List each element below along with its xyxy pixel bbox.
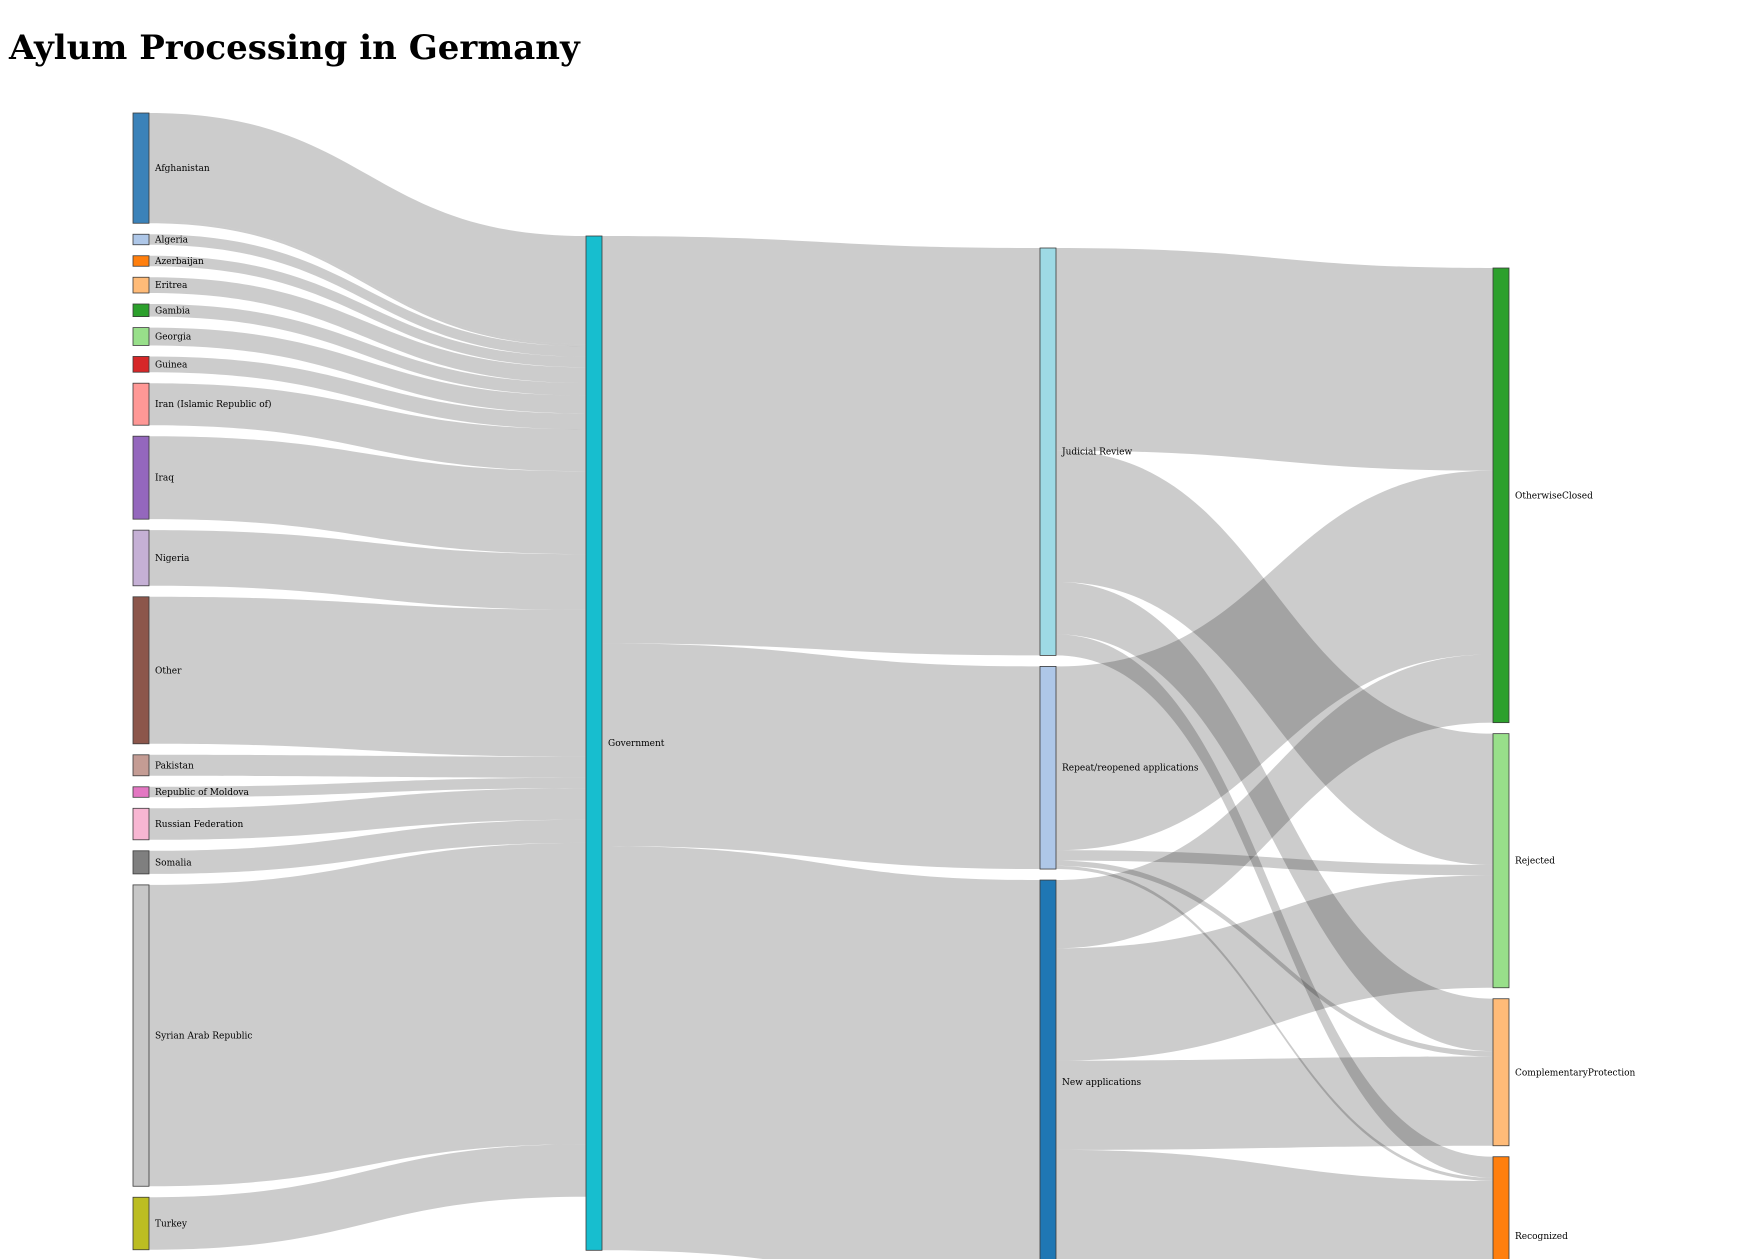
node-label-azerbaijan: Azerbaijan (154, 257, 204, 267)
node-guinea[interactable] (132, 356, 150, 373)
node-label-syrian-arab-republic: Syrian Arab Republic (155, 1032, 252, 1042)
node-eritrea[interactable] (132, 276, 150, 294)
node-label-iraq: Iraq (155, 474, 174, 484)
node-label-complementaryprotection: ComplementaryProtection (1515, 1068, 1636, 1078)
node-label-pakistan: Pakistan (155, 761, 194, 771)
link-algeria-to-government[interactable] (149, 234, 586, 357)
node-rejected[interactable] (1492, 733, 1510, 989)
link-turkey-to-government[interactable] (149, 1144, 586, 1250)
link-afghanistan-to-government[interactable] (149, 113, 586, 345)
nodes-layer (132, 112, 1510, 1259)
link-nigeria-to-government[interactable] (149, 530, 586, 610)
link-repeat-reopened-applications-to-recognized[interactable] (1056, 865, 1493, 1181)
node-judicial-review[interactable] (1039, 247, 1057, 656)
node-label-turkey: Turkey (155, 1220, 188, 1230)
link-repeat-reopened-applications-to-otherwiseclosed[interactable] (1056, 470, 1493, 851)
node-label-nigeria: Nigeria (155, 554, 190, 564)
node-label-somalia: Somalia (155, 858, 192, 868)
node-repeat-reopened-applications[interactable] (1039, 666, 1057, 870)
link-afghanistan-to-government[interactable] (149, 221, 586, 347)
link-judicial-review-to-otherwiseclosed[interactable] (1056, 248, 1493, 471)
node-iraq[interactable] (132, 435, 150, 520)
node-afghanistan[interactable] (132, 112, 150, 224)
node-republic-of-moldova[interactable] (132, 786, 150, 798)
node-syrian-arab-republic[interactable] (132, 884, 150, 1187)
link-pakistan-to-government[interactable] (149, 754, 586, 778)
node-label-afghanistan: Afghanistan (154, 164, 210, 174)
node-pakistan[interactable] (132, 754, 150, 777)
link-republic-of-moldova-to-government[interactable] (149, 777, 586, 798)
node-label-recognized: Recognized (1515, 1232, 1568, 1242)
node-label-rejected: Rejected (1515, 857, 1555, 867)
node-label-russian-federation: Russian Federation (155, 820, 243, 830)
node-label-algeria: Algeria (154, 236, 189, 246)
link-judicial-review-to-rejected[interactable] (1056, 450, 1493, 865)
link-syrian-arab-republic-to-government[interactable] (149, 842, 586, 1187)
node-label-government: Government (608, 739, 665, 749)
node-label-otherwiseclosed: OtherwiseClosed (1515, 491, 1593, 501)
link-government-to-judicial-review[interactable] (602, 236, 1040, 656)
link-azerbaijan-to-government[interactable] (149, 255, 586, 368)
node-azerbaijan[interactable] (132, 255, 150, 267)
chart-title: Aylum Processing in Germany (9, 28, 580, 68)
node-label-iran-islamic-republic-of: Iran (Islamic Republic of) (155, 399, 271, 410)
link-new-applications-to-recognized[interactable] (1056, 1149, 1493, 1259)
node-label-georgia: Georgia (155, 333, 192, 343)
node-iran-islamic-republic-of[interactable] (132, 382, 150, 426)
link-iraq-to-government[interactable] (149, 436, 586, 555)
link-new-applications-to-otherwiseclosed[interactable] (1056, 654, 1493, 949)
links-layer (149, 113, 1493, 1259)
node-otherwiseclosed[interactable] (1492, 267, 1510, 724)
node-label-eritrea: Eritrea (155, 281, 188, 291)
node-label-judicial-review: Judicial Review (1061, 448, 1132, 458)
link-russian-federation-to-government[interactable] (149, 788, 586, 840)
link-new-applications-to-rejected[interactable] (1056, 875, 1493, 1061)
link-judicial-review-to-complementaryprotection[interactable] (1056, 581, 1493, 1052)
link-other-to-government[interactable] (149, 596, 586, 757)
node-label-gambia: Gambia (155, 306, 191, 316)
node-label-republic-of-moldova: Republic of Moldova (155, 788, 249, 798)
node-somalia[interactable] (132, 850, 150, 875)
link-eritrea-to-government[interactable] (149, 277, 586, 383)
node-new-applications[interactable] (1039, 879, 1057, 1259)
link-georgia-to-government[interactable] (149, 327, 586, 414)
link-iran-islamic-republic-of-to-government[interactable] (149, 383, 586, 472)
link-judicial-review-to-recognized[interactable] (1056, 634, 1493, 1178)
node-complementaryprotection[interactable] (1492, 998, 1510, 1147)
labels-layer: Afghanistan Algeria Azerbaijan Eritrea Gambi… (154, 164, 1636, 1242)
node-recognized[interactable] (1492, 1156, 1510, 1259)
link-guinea-to-government[interactable] (149, 356, 586, 430)
node-gambia[interactable] (132, 303, 150, 318)
node-other[interactable] (132, 596, 150, 745)
node-georgia[interactable] (132, 327, 150, 346)
link-somalia-to-government[interactable] (149, 819, 586, 874)
link-repeat-reopened-applications-to-complementaryprotection[interactable] (1056, 860, 1493, 1057)
node-nigeria[interactable] (132, 529, 150, 587)
node-label-guinea: Guinea (155, 360, 188, 370)
node-algeria[interactable] (132, 233, 150, 246)
node-russian-federation[interactable] (132, 807, 150, 841)
link-government-to-new-applications[interactable] (602, 846, 1040, 1259)
node-label-repeat-reopened-applications: Repeat/reopened applications (1062, 764, 1199, 774)
link-new-applications-to-complementaryprotection[interactable] (1056, 1056, 1493, 1150)
link-gambia-to-government[interactable] (149, 304, 586, 396)
node-government[interactable] (585, 235, 603, 1251)
node-label-other: Other (155, 666, 182, 676)
link-repeat-reopened-applications-to-rejected[interactable] (1056, 850, 1493, 876)
link-government-to-repeat-reopened-applications[interactable] (602, 643, 1040, 870)
node-label-new-applications: New applications (1062, 1078, 1142, 1088)
node-turkey[interactable] (132, 1196, 150, 1251)
